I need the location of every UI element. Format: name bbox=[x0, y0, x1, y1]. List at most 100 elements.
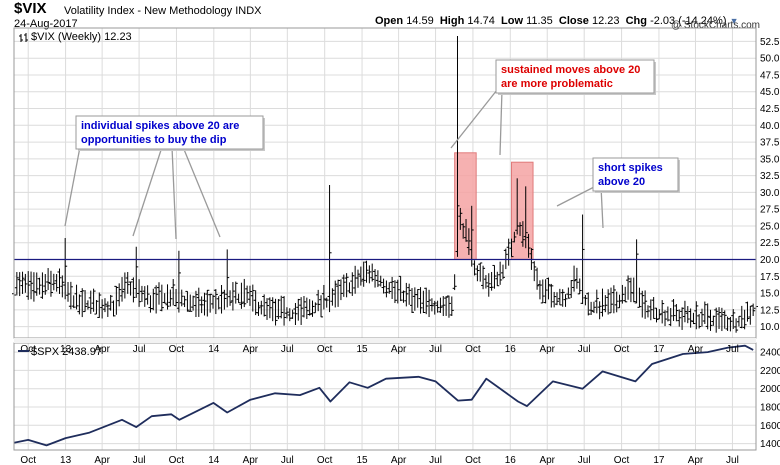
exchange-label: INDX bbox=[235, 5, 262, 17]
vix-x-tick-label: Oct bbox=[614, 344, 630, 355]
spx-y-tick-label: 1400 bbox=[760, 439, 780, 450]
spx-y-tick-label: 1800 bbox=[760, 403, 780, 414]
spx-x-tick-label: Oct bbox=[20, 455, 36, 465]
spx-x-tick-label: Apr bbox=[688, 455, 704, 465]
open-value: 14.59 bbox=[406, 15, 434, 27]
low-value: 11.35 bbox=[526, 15, 553, 27]
spx-x-tick-label: Apr bbox=[391, 455, 407, 465]
vix-x-tick-label: 13 bbox=[60, 344, 72, 355]
callout-leader-line bbox=[182, 146, 221, 238]
index-name: Volatility Index - New Methodology INDX bbox=[64, 5, 262, 17]
vix-x-tick-label: Oct bbox=[317, 344, 333, 355]
axes: Oct Oct 13 13 Apr Apr Jul Jul Oct Oct 14 14 Apr Apr Ju… bbox=[20, 37, 780, 465]
vix-legend: $VIX (Weekly) 12.23 bbox=[19, 31, 132, 43]
vix-y-tick-label: 50.0 bbox=[760, 54, 780, 65]
vix-y-tick-label: 30.0 bbox=[760, 188, 780, 199]
vix-x-tick-label: Jul bbox=[726, 344, 739, 355]
vix-y-tick-label: 15.0 bbox=[760, 289, 780, 300]
high-label: High bbox=[439, 15, 465, 27]
spx-x-tick-label: Jul bbox=[578, 455, 591, 465]
spx-y-tick-label: 1600 bbox=[760, 421, 780, 432]
vix-x-tick-label: 16 bbox=[505, 344, 517, 355]
spx-x-tick-label: Apr bbox=[539, 455, 555, 465]
vix-y-tick-label: 35.0 bbox=[760, 154, 780, 165]
open-label: Open bbox=[375, 15, 404, 27]
chg-value: -2.03 (-14.24%) bbox=[650, 15, 727, 27]
spx-x-tick-label: Jul bbox=[429, 455, 442, 465]
vix-y-tick-label: 32.5 bbox=[760, 171, 780, 182]
callout-leader-line bbox=[556, 185, 597, 207]
spx-x-tick-label: Jul bbox=[133, 455, 146, 465]
spx-x-tick-label: Apr bbox=[94, 455, 110, 465]
vix-y-tick-label: 17.5 bbox=[760, 272, 780, 283]
panel-separator bbox=[14, 338, 756, 343]
vix-y-tick-label: 12.5 bbox=[760, 305, 780, 316]
symbol-title: $VIX bbox=[14, 0, 47, 17]
vix-x-tick-label: Apr bbox=[243, 344, 259, 355]
close-value: 12.23 bbox=[591, 15, 620, 27]
callout-box bbox=[495, 59, 655, 94]
spx-x-tick-label: Jul bbox=[726, 455, 739, 465]
callout-text-line1: individual spikes above 20 are bbox=[81, 120, 239, 132]
vix-y-tick-label: 22.5 bbox=[760, 238, 780, 249]
vix-y-tick-label: 52.5 bbox=[760, 37, 780, 48]
spx-gridlines bbox=[14, 343, 756, 450]
vix-x-tick-label: Oct bbox=[465, 344, 481, 355]
vix-x-tick-label: 15 bbox=[356, 344, 368, 355]
chg-label: Chg bbox=[625, 15, 647, 27]
spx-x-tick-label: Oct bbox=[465, 455, 481, 465]
spx-x-tick-label: 17 bbox=[653, 455, 665, 465]
spx-x-tick-label: 14 bbox=[208, 455, 220, 465]
vix-y-tick-label: 20.0 bbox=[760, 255, 780, 266]
callout-leader-line bbox=[64, 146, 81, 227]
callout-text-line1: sustained moves above 20 bbox=[501, 64, 640, 76]
vix-x-tick-label: Jul bbox=[133, 344, 146, 355]
vix-y-tick-label: 37.5 bbox=[760, 138, 780, 149]
index-name-text: Volatility Index - New Methodology bbox=[64, 5, 233, 17]
vix-y-tick-label: 25.0 bbox=[760, 221, 780, 232]
spx-x-tick-label: 13 bbox=[60, 455, 72, 465]
spx-x-tick-label: Apr bbox=[243, 455, 259, 465]
callout-text-line1: short spikes bbox=[598, 162, 663, 174]
watermark: @ StockCharts.com bbox=[670, 20, 760, 31]
vix-legend-text: $VIX (Weekly) 12.23 bbox=[31, 31, 132, 43]
vix-x-tick-label: Jul bbox=[429, 344, 442, 355]
callout-box bbox=[592, 157, 679, 192]
vix-x-tick-label: Jul bbox=[281, 344, 294, 355]
vix-x-tick-label: 14 bbox=[208, 344, 220, 355]
high-value: 14.74 bbox=[467, 15, 495, 27]
chart-date: 24-Aug-2017 bbox=[14, 18, 78, 30]
spx-y-tick-label: 2000 bbox=[760, 384, 780, 395]
ohlc-readout: Open 14.59 High 14.74 Low 11.35 Close 12… bbox=[375, 15, 738, 27]
vix-y-tick-label: 45.0 bbox=[760, 87, 780, 98]
spx-x-tick-label: 15 bbox=[356, 455, 368, 465]
callout-leader-line bbox=[132, 146, 163, 237]
close-label: Close bbox=[558, 15, 589, 27]
chevron-down-icon[interactable]: ▼ bbox=[729, 16, 739, 26]
callout-leader-line bbox=[171, 146, 177, 240]
spx-y-tick-label: 2200 bbox=[760, 366, 780, 377]
callout-text-line2: are more problematic bbox=[501, 78, 613, 90]
vix-x-tick-label: Apr bbox=[391, 344, 407, 355]
annotations: individual spikes above 20 are opportunit… bbox=[64, 59, 680, 240]
spx-legend-text: $SPX 2438.97 bbox=[31, 346, 102, 358]
ohlc-legend-icon bbox=[19, 33, 28, 42]
vix-x-tick-label: Oct bbox=[20, 344, 36, 355]
spx-x-tick-label: Jul bbox=[281, 455, 294, 465]
vix-highlight-boxes bbox=[454, 152, 534, 260]
callout-box bbox=[75, 115, 264, 150]
callout-text-line2: above 20 bbox=[598, 176, 645, 188]
spx-y-tick-label: 2400 bbox=[760, 348, 780, 359]
highlight-box bbox=[511, 161, 534, 260]
vix-ohlc-bars bbox=[12, 36, 758, 333]
callout-leader-line bbox=[499, 89, 503, 156]
callout-text-line2: opportunities to buy the dip bbox=[81, 134, 227, 146]
vix-y-tick-label: 10.0 bbox=[760, 322, 780, 333]
vix-y-tick-label: 47.5 bbox=[760, 70, 780, 81]
vix-y-tick-label: 27.5 bbox=[760, 205, 780, 216]
vix-x-tick-label: Jul bbox=[578, 344, 591, 355]
vix-x-tick-label: Apr bbox=[688, 344, 704, 355]
spx-series bbox=[13, 344, 754, 447]
